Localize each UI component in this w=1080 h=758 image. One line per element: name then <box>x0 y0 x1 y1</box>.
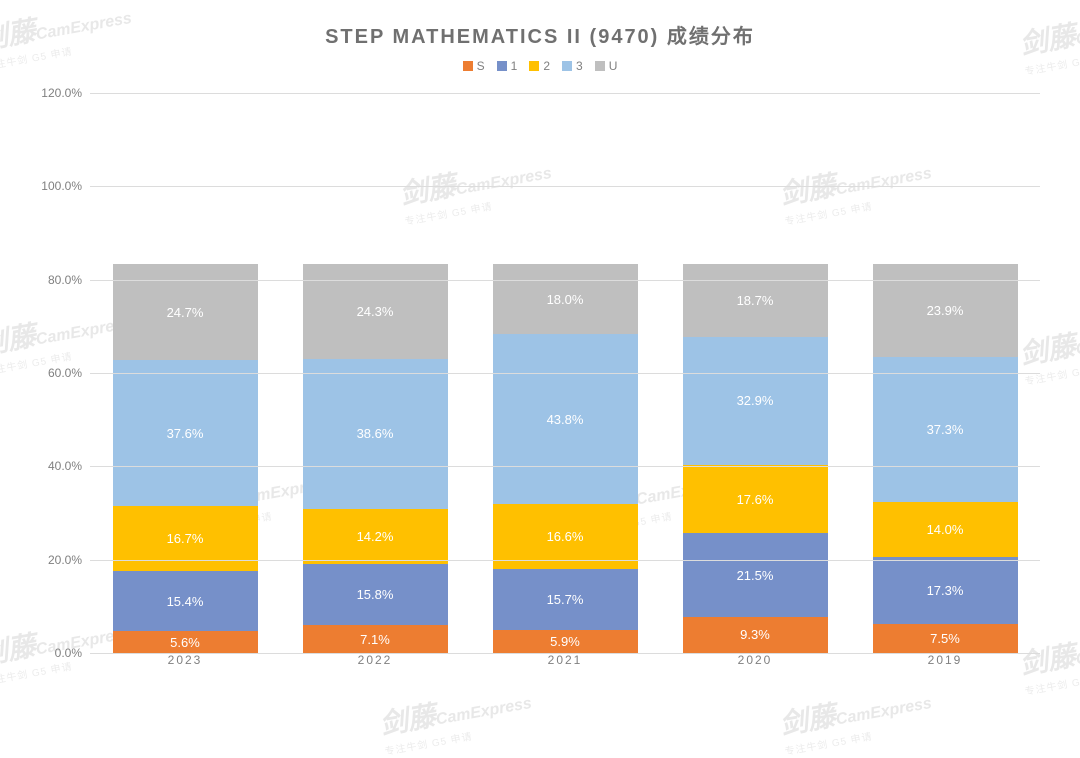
legend-item-3: 3 <box>562 59 583 73</box>
legend-label: 2 <box>543 59 550 73</box>
x-tick-label: 2020 <box>683 653 828 683</box>
stacked-bar: 7.1%15.8%14.2%38.6%24.3% <box>303 186 448 653</box>
bar-segment-U: 23.9% <box>873 264 1018 357</box>
y-tick-label: 20.0% <box>48 553 82 567</box>
stacked-bar: 7.5%17.3%14.0%37.3%23.9% <box>873 186 1018 653</box>
chart-title: STEP MATHEMATICS II (9470) 成绩分布 <box>30 20 1050 49</box>
legend-item-1: 1 <box>497 59 518 73</box>
stacked-bar: 5.6%15.4%16.7%37.6%24.7% <box>113 186 258 653</box>
y-tick-label: 100.0% <box>41 179 82 193</box>
x-tick-label: 2022 <box>303 653 448 683</box>
gridline <box>90 93 1040 94</box>
bar-segment-S: 9.3% <box>683 617 828 653</box>
bar-segment-1: 21.5% <box>683 533 828 617</box>
legend-swatch <box>497 61 507 71</box>
bar-segment-3: 38.6% <box>303 359 448 509</box>
gridline <box>90 560 1040 561</box>
legend: S 1 2 3 U <box>30 59 1050 73</box>
bar-segment-2: 17.6% <box>683 465 828 533</box>
legend-item-U: U <box>595 59 618 73</box>
bar-segment-3: 32.9% <box>683 337 828 465</box>
bar-segment-S: 7.1% <box>303 625 448 653</box>
legend-item-2: 2 <box>529 59 550 73</box>
y-tick-label: 80.0% <box>48 273 82 287</box>
x-tick-label: 2019 <box>873 653 1018 683</box>
legend-swatch <box>562 61 572 71</box>
chart-container: 剑藤CamExpress专注牛剑 G5 申请 剑藤CamExpress专注牛剑 … <box>0 0 1080 734</box>
bar-segment-3: 43.8% <box>493 334 638 504</box>
bar-segment-1: 15.8% <box>303 564 448 625</box>
bar-segment-S: 5.6% <box>113 631 258 653</box>
bar-segment-2: 14.0% <box>873 502 1018 556</box>
bar-segment-U: 18.0% <box>493 264 638 334</box>
bar-segment-1: 15.4% <box>113 571 258 631</box>
x-tick-label: 2021 <box>493 653 638 683</box>
bar-segment-3: 37.3% <box>873 357 1018 502</box>
bar-segment-S: 5.9% <box>493 630 638 653</box>
gridline <box>90 373 1040 374</box>
bar-segment-1: 15.7% <box>493 569 638 630</box>
y-tick-label: 0.0% <box>55 646 82 660</box>
axis-area: 5.6%15.4%16.7%37.6%24.7% 7.1%15.8%14.2%38… <box>90 93 1040 653</box>
legend-label: 3 <box>576 59 583 73</box>
bar-segment-U: 24.3% <box>303 264 448 358</box>
bar-segment-2: 14.2% <box>303 509 448 564</box>
watermark: 剑藤CamExpress专注牛剑 G5 申请 <box>376 677 536 758</box>
y-tick-label: 40.0% <box>48 459 82 473</box>
gridline <box>90 280 1040 281</box>
watermark: 剑藤CamExpress专注牛剑 G5 申请 <box>776 677 936 758</box>
stacked-bar: 9.3%21.5%17.6%32.9%18.7% <box>683 186 828 653</box>
legend-item-S: S <box>463 59 485 73</box>
legend-swatch <box>595 61 605 71</box>
bar-segment-U: 18.7% <box>683 264 828 337</box>
legend-label: U <box>609 59 618 73</box>
gridline <box>90 466 1040 467</box>
bar-segment-3: 37.6% <box>113 360 258 506</box>
plot-area: 5.6%15.4%16.7%37.6%24.7% 7.1%15.8%14.2%38… <box>30 93 1050 683</box>
bar-segment-1: 17.3% <box>873 557 1018 624</box>
bar-segment-U: 24.7% <box>113 264 258 360</box>
legend-swatch <box>529 61 539 71</box>
y-tick-label: 60.0% <box>48 366 82 380</box>
legend-label: S <box>477 59 485 73</box>
x-axis-labels: 2023 2022 2021 2020 2019 <box>90 653 1040 683</box>
x-tick-label: 2023 <box>113 653 258 683</box>
gridline <box>90 186 1040 187</box>
legend-swatch <box>463 61 473 71</box>
bar-segment-2: 16.7% <box>113 506 258 571</box>
stacked-bar: 5.9%15.7%16.6%43.8%18.0% <box>493 186 638 653</box>
y-tick-label: 120.0% <box>41 86 82 100</box>
legend-label: 1 <box>511 59 518 73</box>
bar-segment-S: 7.5% <box>873 624 1018 653</box>
